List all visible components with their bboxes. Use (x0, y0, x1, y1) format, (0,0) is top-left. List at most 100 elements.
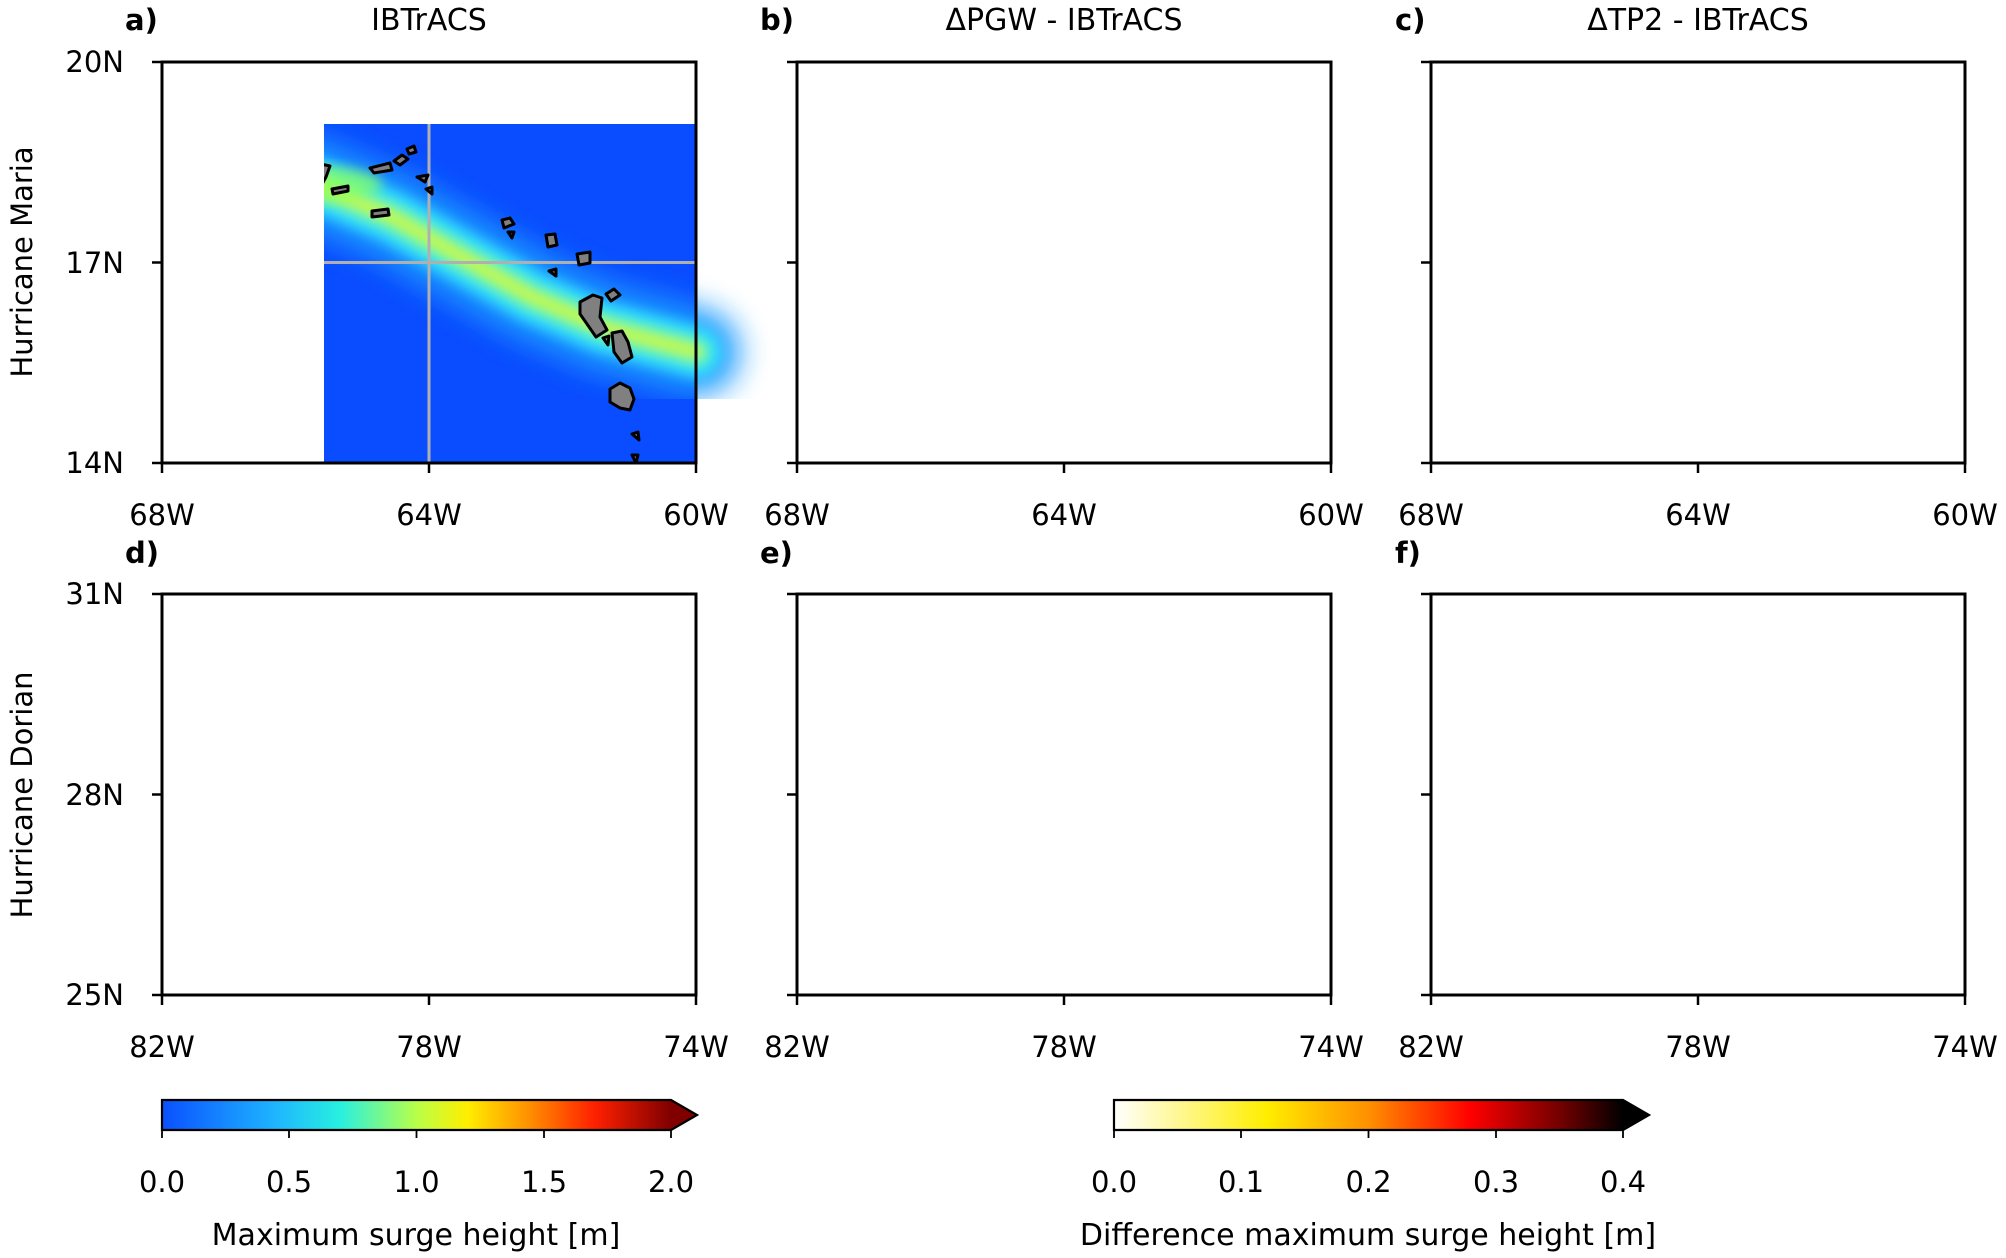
landmass (1815, 234, 1826, 247)
surge-hotspot (1633, 862, 1709, 890)
landmass (1901, 432, 1908, 440)
panel-title-b: ΔPGW - IBTrACS (945, 3, 1182, 38)
surge-field-band (217, 594, 696, 896)
coastline (1571, 916, 1579, 924)
landmass (1105, 889, 1121, 926)
landmass (1707, 864, 1743, 884)
landmass (1481, 161, 1599, 199)
landmass (971, 949, 979, 964)
surge-field-band (1431, 62, 1571, 132)
surge-field-band (1701, 886, 1965, 908)
colorbar-surge-tick-3: 1.5 (521, 1165, 567, 1199)
landmass (330, 184, 350, 196)
lat-tick-25n: 25N (65, 978, 124, 1012)
surge-field-band (1067, 886, 1331, 908)
landmass (1747, 874, 1757, 884)
landmass (392, 153, 410, 167)
landmass (1184, 269, 1191, 276)
map-frame (795, 60, 1333, 465)
coastline (302, 916, 310, 924)
landmass (368, 866, 430, 889)
coastline (162, 594, 287, 979)
colorbar-diff-tick-1: 0.1 (1218, 1165, 1264, 1199)
landmass (1641, 209, 1658, 217)
landmass (1637, 866, 1699, 889)
coastline (1707, 932, 1713, 944)
row-label-maria: Hurricane Maria (5, 146, 39, 377)
landmass (1872, 336, 1878, 345)
lon-tick-a-68w: 68W (129, 498, 195, 532)
landmass (324, 163, 332, 184)
lat-tick-28n: 28N (65, 778, 124, 812)
landmass (405, 144, 418, 156)
colorbar-diff-extend-arrow (1623, 1100, 1649, 1130)
lon-tick-e-78w: 78W (1031, 1030, 1097, 1064)
panel-label-e: e) (760, 536, 793, 570)
panel-a (152, 60, 741, 473)
landmass (797, 594, 922, 987)
panel-d (152, 592, 698, 1005)
landmass (630, 453, 640, 465)
landmass (630, 430, 641, 442)
landmass (1639, 163, 1661, 173)
landmass (1431, 594, 1556, 987)
landmass (1818, 269, 1825, 276)
landmass (1215, 295, 1242, 337)
landmass (1771, 218, 1783, 228)
landmass (500, 216, 516, 230)
landmass (1601, 186, 1617, 194)
landmass (1052, 979, 1059, 995)
landmass (1245, 383, 1269, 410)
surge-field-band (1486, 594, 1965, 896)
landmass (1042, 146, 1051, 154)
surge-field-band (1431, 117, 1965, 352)
surge-field-band (1431, 117, 1965, 352)
landmass (1881, 331, 1901, 363)
landmass (370, 207, 391, 219)
panel-title-c: ΔTP2 - IBTrACS (1587, 3, 1809, 38)
colorbar-surge-tick-1: 0.5 (266, 1165, 312, 1199)
colorbar-diff-tick-3: 0.3 (1473, 1165, 1519, 1199)
landmass (438, 864, 474, 884)
landmass (1686, 979, 1693, 995)
colorbar-surge-outline (160, 1098, 700, 1132)
panel-label-c: c) (1395, 3, 1425, 37)
colorbar-surge-tick-0: 0.0 (139, 1165, 185, 1199)
landmass (604, 287, 622, 303)
landmass (1739, 889, 1755, 926)
landmass (608, 381, 636, 412)
surge-field-band (797, 117, 1331, 352)
landmass (1849, 295, 1876, 337)
landmass (1137, 218, 1149, 228)
lat-tick-17n: 17N (65, 246, 124, 280)
landmass (578, 293, 609, 339)
landmass (1771, 952, 1824, 992)
lon-tick-c-68w: 68W (1398, 498, 1464, 532)
landmass (502, 952, 555, 992)
landmass (601, 334, 611, 347)
landmass (1113, 874, 1123, 884)
map-frame (1429, 60, 1967, 465)
surge-hotspot (999, 862, 1075, 890)
landmass (1007, 209, 1024, 217)
surge-hotspot (374, 865, 422, 883)
colorbar-diff: 0.0 0.1 0.2 0.3 0.4 Difference maximum s… (1080, 1098, 1656, 1253)
landmass (1061, 187, 1067, 194)
surge-hotspot (360, 860, 444, 892)
landmass (1238, 336, 1244, 345)
colorbar-surge-gradient (162, 1100, 671, 1130)
surge-hotspot (324, 166, 382, 202)
landmass (506, 230, 516, 240)
surge-field-band (827, 594, 1097, 894)
colorbar-surge: 0.0 0.5 1.0 1.5 2.0 Maximum surge height… (139, 1098, 700, 1253)
map-background (797, 62, 1331, 463)
colorbar-diff-tick-4: 0.4 (1600, 1165, 1646, 1199)
panel-c (1421, 60, 1967, 473)
row-label-dorian: Hurricane Dorian (5, 672, 39, 919)
surge-field-band (852, 594, 1331, 896)
landmass (415, 173, 430, 184)
lon-tick-c-60w: 60W (1932, 498, 1998, 532)
colorbar-diff-label: Difference maximum surge height [m] (1080, 1218, 1656, 1253)
surge-field-band (222, 594, 462, 894)
panel-label-b: b) (760, 3, 794, 37)
